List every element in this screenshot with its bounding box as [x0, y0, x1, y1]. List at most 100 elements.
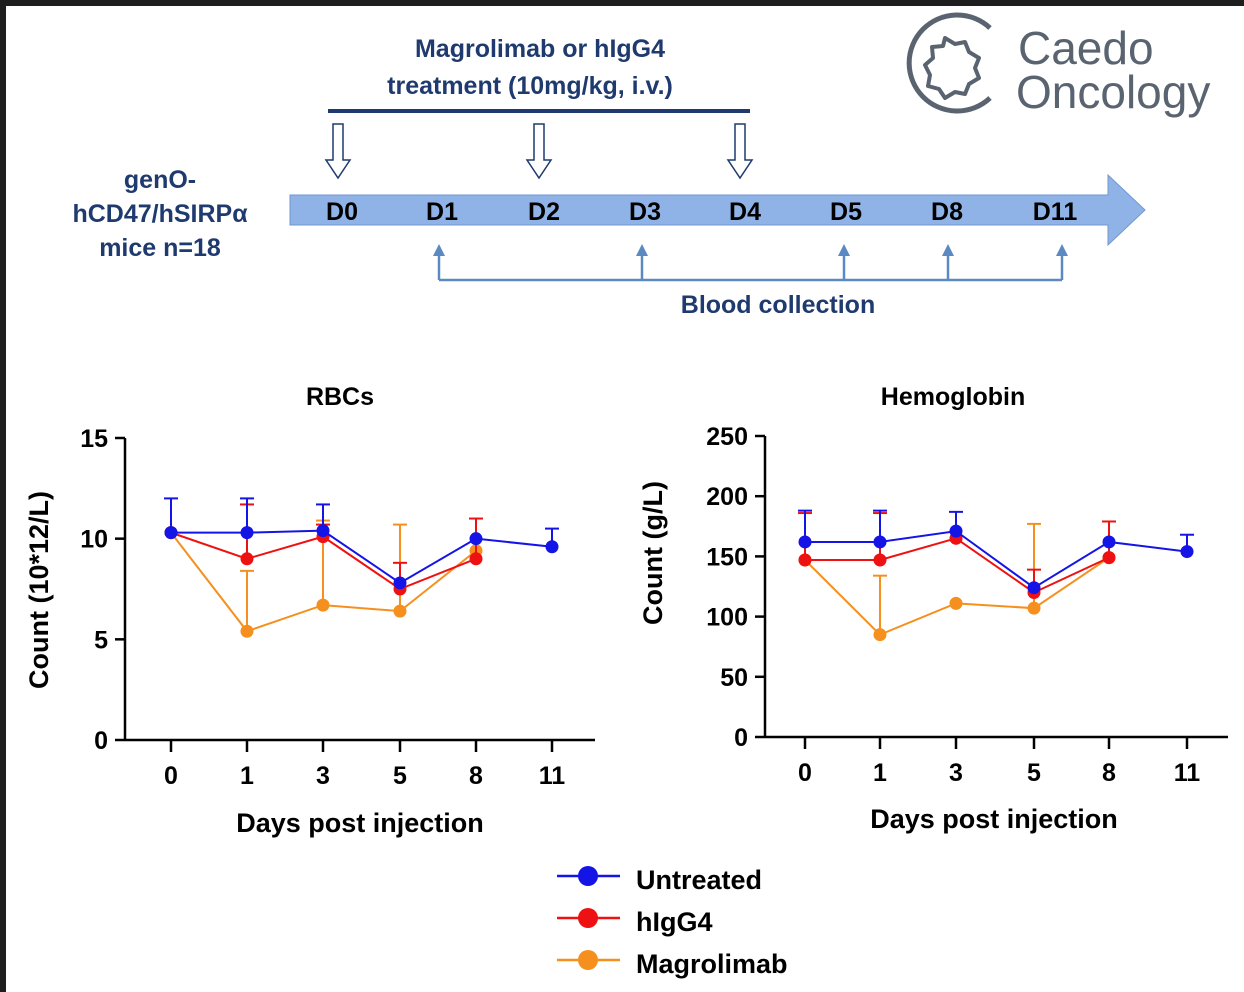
y-tick-label: 15: [80, 425, 108, 453]
data-point: [873, 553, 887, 567]
y-tick-label: 0: [734, 724, 748, 752]
data-point: [798, 553, 812, 567]
y-tick-label: 150: [706, 543, 748, 571]
legend: Untreated hIgG4 Magrolimab: [557, 865, 788, 979]
data-point: [1180, 545, 1194, 559]
data-point: [316, 598, 330, 612]
x-tick-label: 1: [240, 762, 254, 790]
day-label-d8: D8: [931, 198, 963, 226]
mice-label-line3: mice n=18: [99, 234, 221, 262]
data-point: [316, 524, 330, 538]
y-tick-label: 200: [706, 483, 748, 511]
day-label-d4: D4: [729, 198, 761, 226]
mice-label-line1: genO-: [124, 166, 196, 194]
blood-arrow-head-d3: [636, 244, 648, 256]
timeline-arrow: [289, 173, 1146, 247]
data-point: [873, 535, 887, 549]
blood-arrow-head-d1: [433, 244, 445, 256]
data-point: [240, 624, 254, 638]
timeline-day-labels: D0 D1 D2 D3 D4 D5 D8 D11: [326, 198, 1077, 226]
x-tick-label: 8: [1102, 759, 1116, 787]
treatment-arrow-d4: [726, 123, 754, 180]
chart-title: Hemoglobin: [881, 383, 1025, 411]
series-line: [805, 537, 1110, 594]
data-point: [949, 596, 963, 610]
treatment-timeline: Magrolimab or hIgG4 treatment (10mg/kg, …: [72, 35, 1146, 319]
legend-entry-higg4: hIgG4: [557, 907, 713, 937]
treatment-label-line2: treatment (10mg/kg, i.v.): [387, 72, 673, 100]
x-tick-label: 1: [873, 759, 887, 787]
legend-label: Untreated: [636, 865, 762, 895]
series-line: [171, 529, 553, 585]
treatment-label-line1: Magrolimab or hIgG4: [415, 35, 665, 63]
logo-cell-icon: [923, 36, 981, 100]
series-line: [805, 530, 1188, 589]
day-label-d1: D1: [426, 198, 458, 226]
logo-line1: Caedo: [1018, 22, 1154, 74]
data-point: [949, 524, 963, 538]
day-label-d2: D2: [528, 198, 560, 226]
treatment-arrows: [324, 123, 754, 180]
x-tick-label: 8: [469, 762, 483, 790]
day-label-d3: D3: [629, 198, 661, 226]
legend-label: Magrolimab: [636, 949, 788, 979]
blood-arrow-head-d5: [838, 244, 850, 256]
data-point: [393, 604, 407, 618]
blood-collection-label: Blood collection: [681, 291, 875, 319]
blood-arrow-head-d11: [1056, 244, 1068, 256]
x-axis-title: Days post injection: [870, 804, 1118, 834]
legend-entry-magrolimab: Magrolimab: [557, 949, 788, 979]
legend-marker: [578, 866, 598, 886]
data-point: [469, 552, 483, 566]
y-tick-label: 0: [94, 727, 108, 755]
series-untreated: [164, 497, 559, 590]
data-point: [798, 535, 812, 549]
y-axis-title: Count (10*12/L): [24, 491, 54, 689]
legend-marker: [578, 950, 598, 970]
data-point: [1102, 551, 1116, 565]
y-tick-label: 100: [706, 604, 748, 632]
y-tick-label: 5: [94, 626, 108, 654]
legend-entry-untreated: Untreated: [557, 865, 762, 895]
logo-line2: Oncology: [1016, 66, 1210, 118]
y-tick-label: 50: [720, 664, 748, 692]
legend-label: hIgG4: [636, 907, 713, 937]
data-point: [469, 532, 483, 546]
x-axis-title: Days post injection: [236, 808, 484, 838]
x-tick-label: 5: [1027, 759, 1041, 787]
day-label-d0: D0: [326, 198, 358, 226]
rbc-chart: RBCs 0 5 10 15 0 1 3 5 8 11 Days post injection Coun…: [24, 383, 595, 838]
blood-arrow-head-d8: [942, 244, 954, 256]
treatment-arrow-d2: [525, 123, 553, 180]
treatment-arrow-d0: [324, 123, 352, 180]
caedo-logo: Caedo Oncology: [906, 12, 1210, 118]
x-tick-label: 0: [798, 759, 812, 787]
data-point: [240, 526, 254, 540]
data-point: [393, 576, 407, 590]
data-point: [1027, 601, 1041, 615]
left-frame-border: [0, 0, 6, 992]
top-frame-border: [0, 0, 1244, 6]
y-axis-title: Count (g/L): [638, 481, 668, 625]
mice-label-line2: hCD47/hSIRPα: [72, 200, 248, 228]
logo-ring-icon: [906, 12, 992, 114]
x-tick-label: 11: [1174, 759, 1201, 787]
data-point: [164, 526, 178, 540]
x-tick-label: 0: [164, 762, 178, 790]
hemoglobin-chart: Hemoglobin 0 50 100 150 200 250 0 1 3 5 8 11 Days pos…: [638, 383, 1228, 834]
data-point: [545, 540, 559, 554]
x-tick-label: 3: [949, 759, 963, 787]
data-point: [1102, 535, 1116, 549]
data-point: [873, 628, 887, 642]
day-label-d11: D11: [1033, 198, 1078, 226]
data-point: [1027, 581, 1041, 595]
series-untreated: [798, 509, 1194, 595]
data-point: [240, 552, 254, 566]
x-tick-label: 11: [539, 762, 566, 790]
chart-title: RBCs: [306, 383, 374, 411]
blood-collection-bracket: [433, 244, 1068, 282]
x-tick-label: 3: [316, 762, 330, 790]
x-tick-label: 5: [393, 762, 407, 790]
legend-marker: [578, 908, 598, 928]
